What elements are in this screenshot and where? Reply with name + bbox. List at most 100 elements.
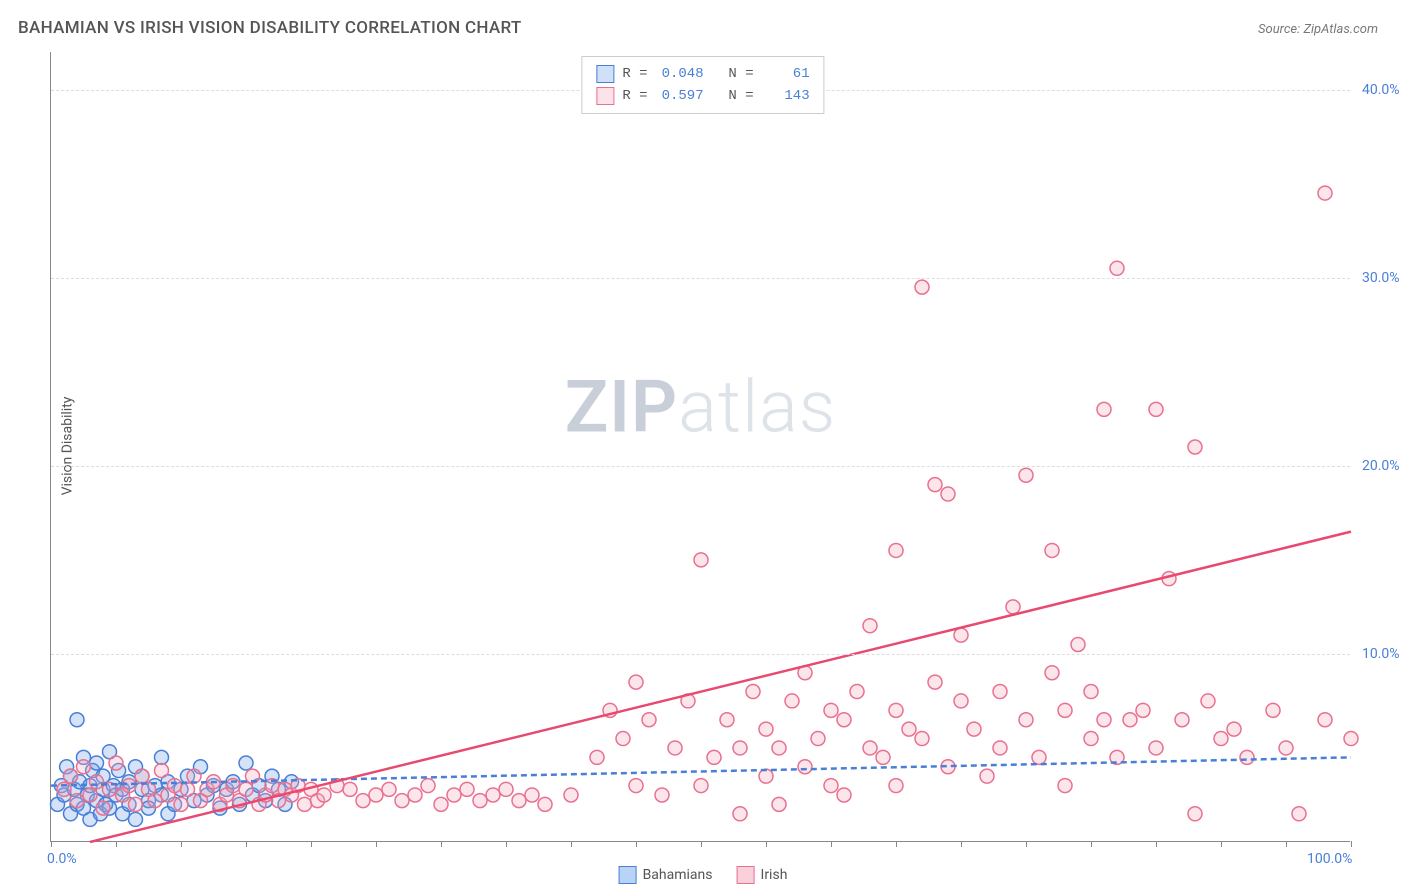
scatter-point[interactable] [129, 812, 143, 826]
scatter-point[interactable] [1266, 703, 1280, 717]
scatter-point[interactable] [486, 788, 500, 802]
scatter-point[interactable] [1071, 638, 1085, 652]
scatter-point[interactable] [135, 769, 149, 783]
scatter-point[interactable] [629, 779, 643, 793]
scatter-point[interactable] [1084, 732, 1098, 746]
scatter-point[interactable] [298, 797, 312, 811]
scatter-point[interactable] [408, 788, 422, 802]
scatter-point[interactable] [70, 794, 84, 808]
scatter-point[interactable] [590, 750, 604, 764]
scatter-point[interactable] [1019, 713, 1033, 727]
scatter-point[interactable] [395, 794, 409, 808]
scatter-point[interactable] [902, 722, 916, 736]
scatter-point[interactable] [382, 782, 396, 796]
scatter-point[interactable] [629, 675, 643, 689]
scatter-point[interactable] [915, 280, 929, 294]
scatter-point[interactable] [694, 779, 708, 793]
scatter-point[interactable] [122, 779, 136, 793]
scatter-point[interactable] [993, 741, 1007, 755]
scatter-point[interactable] [525, 788, 539, 802]
scatter-point[interactable] [64, 769, 78, 783]
scatter-point[interactable] [356, 794, 370, 808]
scatter-point[interactable] [460, 782, 474, 796]
scatter-point[interactable] [1136, 703, 1150, 717]
scatter-point[interactable] [1006, 600, 1020, 614]
scatter-point[interactable] [954, 628, 968, 642]
scatter-point[interactable] [1084, 685, 1098, 699]
scatter-point[interactable] [967, 722, 981, 736]
scatter-point[interactable] [174, 797, 188, 811]
scatter-point[interactable] [1240, 750, 1254, 764]
scatter-point[interactable] [1058, 779, 1072, 793]
scatter-point[interactable] [239, 756, 253, 770]
scatter-point[interactable] [1149, 741, 1163, 755]
scatter-point[interactable] [824, 703, 838, 717]
scatter-point[interactable] [863, 619, 877, 633]
scatter-point[interactable] [129, 797, 143, 811]
scatter-point[interactable] [720, 713, 734, 727]
scatter-point[interactable] [473, 794, 487, 808]
scatter-point[interactable] [655, 788, 669, 802]
scatter-point[interactable] [1214, 732, 1228, 746]
scatter-point[interactable] [928, 675, 942, 689]
scatter-point[interactable] [746, 685, 760, 699]
scatter-point[interactable] [421, 779, 435, 793]
legend-item[interactable]: Irish [737, 866, 788, 884]
scatter-point[interactable] [889, 703, 903, 717]
scatter-point[interactable] [954, 694, 968, 708]
scatter-point[interactable] [863, 741, 877, 755]
scatter-point[interactable] [499, 782, 513, 796]
scatter-point[interactable] [1188, 807, 1202, 821]
scatter-point[interactable] [1188, 440, 1202, 454]
scatter-point[interactable] [928, 478, 942, 492]
scatter-point[interactable] [1045, 543, 1059, 557]
scatter-point[interactable] [1110, 261, 1124, 275]
scatter-point[interactable] [1227, 722, 1241, 736]
scatter-point[interactable] [694, 553, 708, 567]
scatter-point[interactable] [798, 760, 812, 774]
scatter-point[interactable] [317, 788, 331, 802]
scatter-point[interactable] [1097, 713, 1111, 727]
scatter-point[interactable] [889, 779, 903, 793]
scatter-point[interactable] [642, 713, 656, 727]
scatter-point[interactable] [616, 732, 630, 746]
scatter-point[interactable] [824, 779, 838, 793]
scatter-point[interactable] [993, 685, 1007, 699]
scatter-point[interactable] [343, 782, 357, 796]
scatter-point[interactable] [668, 741, 682, 755]
scatter-point[interactable] [759, 722, 773, 736]
scatter-point[interactable] [148, 794, 162, 808]
scatter-point[interactable] [1318, 186, 1332, 200]
scatter-point[interactable] [837, 713, 851, 727]
scatter-point[interactable] [1019, 468, 1033, 482]
legend-item[interactable]: Bahamians [619, 866, 713, 884]
scatter-point[interactable] [70, 713, 84, 727]
scatter-point[interactable] [1058, 703, 1072, 717]
scatter-point[interactable] [1045, 666, 1059, 680]
scatter-point[interactable] [239, 782, 253, 796]
scatter-point[interactable] [1279, 741, 1293, 755]
scatter-point[interactable] [1175, 713, 1189, 727]
scatter-point[interactable] [434, 797, 448, 811]
scatter-point[interactable] [155, 750, 169, 764]
scatter-point[interactable] [785, 694, 799, 708]
scatter-point[interactable] [90, 775, 104, 789]
scatter-point[interactable] [1032, 750, 1046, 764]
scatter-point[interactable] [941, 487, 955, 501]
scatter-point[interactable] [90, 756, 104, 770]
scatter-point[interactable] [811, 732, 825, 746]
scatter-point[interactable] [1201, 694, 1215, 708]
scatter-point[interactable] [876, 750, 890, 764]
scatter-point[interactable] [1318, 713, 1332, 727]
scatter-point[interactable] [1149, 402, 1163, 416]
scatter-point[interactable] [1123, 713, 1137, 727]
scatter-point[interactable] [1344, 732, 1358, 746]
scatter-point[interactable] [889, 543, 903, 557]
scatter-point[interactable] [181, 782, 195, 796]
scatter-point[interactable] [187, 769, 201, 783]
scatter-point[interactable] [915, 732, 929, 746]
scatter-point[interactable] [77, 760, 91, 774]
scatter-point[interactable] [538, 797, 552, 811]
scatter-point[interactable] [980, 769, 994, 783]
scatter-point[interactable] [772, 797, 786, 811]
